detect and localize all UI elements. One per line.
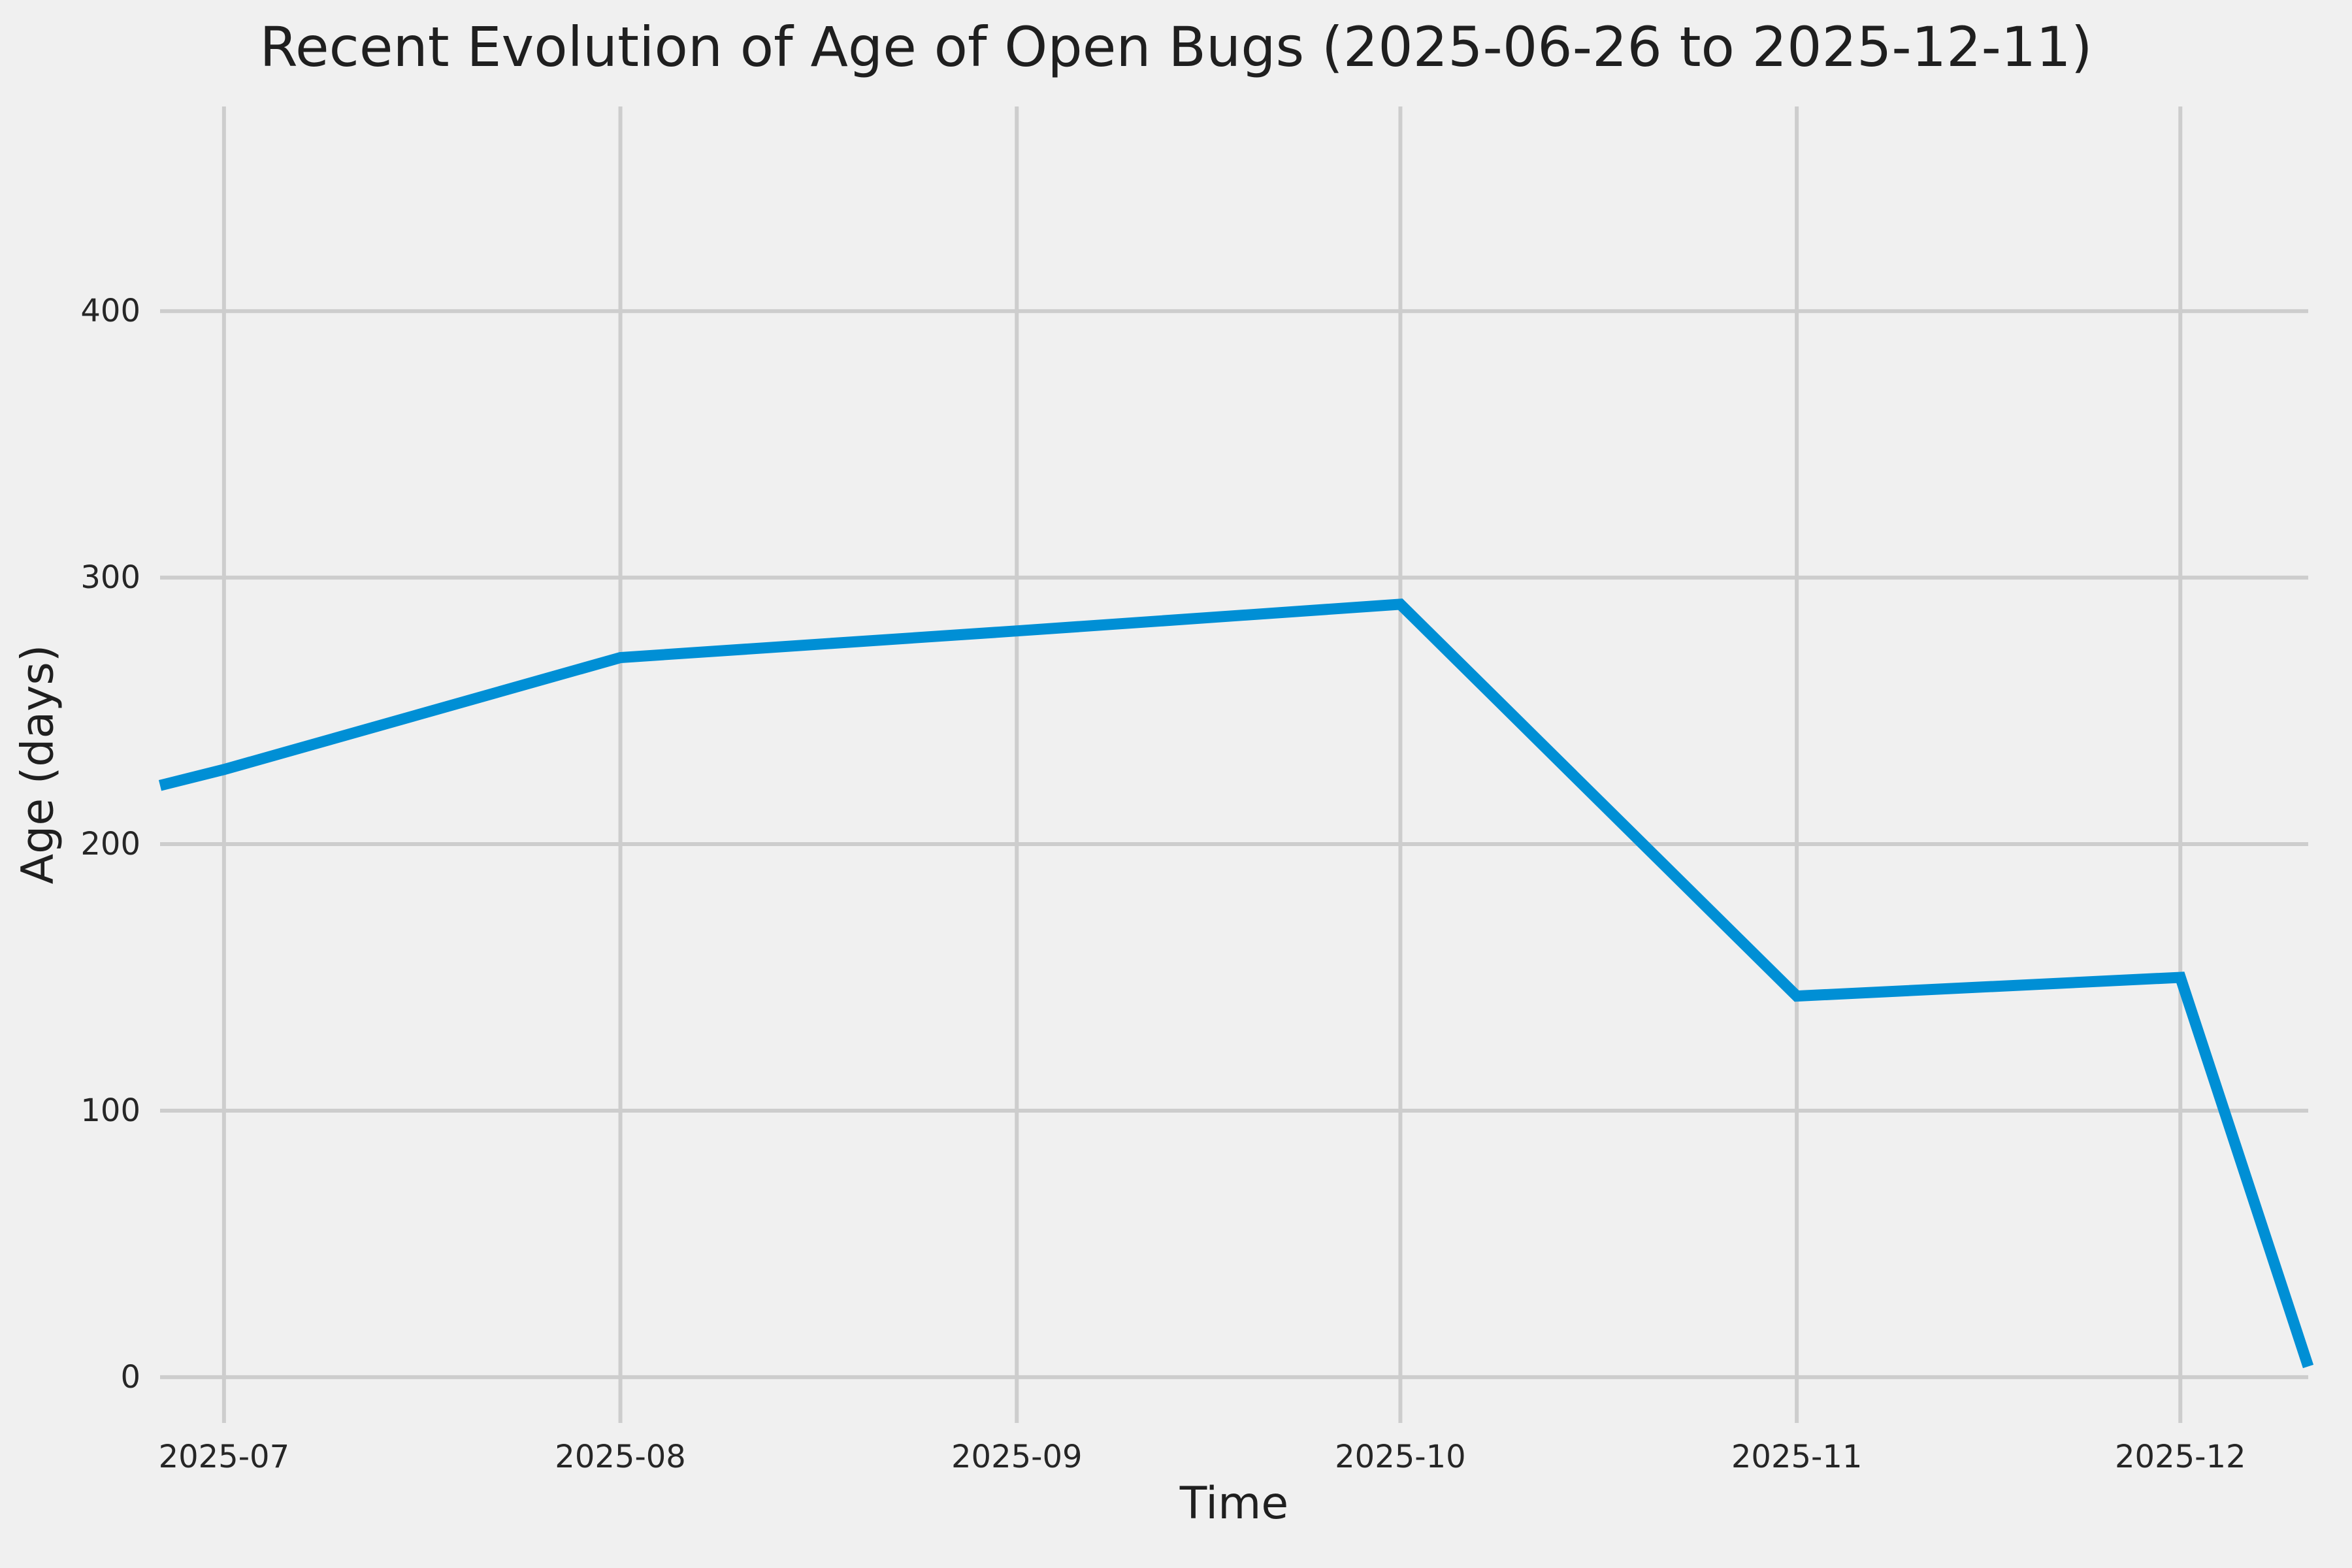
y-tick-label: 200: [80, 826, 140, 863]
y-axis-label-text: Age (days): [12, 644, 64, 885]
x-tick-label: 2025-12: [2115, 1439, 2246, 1475]
x-axis-label: Time: [1179, 1478, 1289, 1529]
y-tick-label: 400: [80, 293, 140, 330]
x-tick-label: 2025-10: [1335, 1439, 1466, 1475]
gridlines: [160, 106, 2308, 1423]
x-tick-label: 2025-07: [158, 1439, 290, 1475]
y-tick-label: 300: [80, 559, 140, 596]
y-tick-label: 100: [80, 1092, 140, 1129]
x-tick-label: 2025-08: [555, 1439, 686, 1475]
x-tick-label: 2025-11: [1731, 1439, 1863, 1475]
x-tick-label: 2025-09: [951, 1439, 1083, 1475]
chart-title: Recent Evolution of Age of Open Bugs (20…: [259, 15, 2093, 79]
y-tick-label: 0: [120, 1358, 140, 1396]
series-lines: [158, 598, 2314, 1369]
data-line: [158, 598, 2314, 1369]
